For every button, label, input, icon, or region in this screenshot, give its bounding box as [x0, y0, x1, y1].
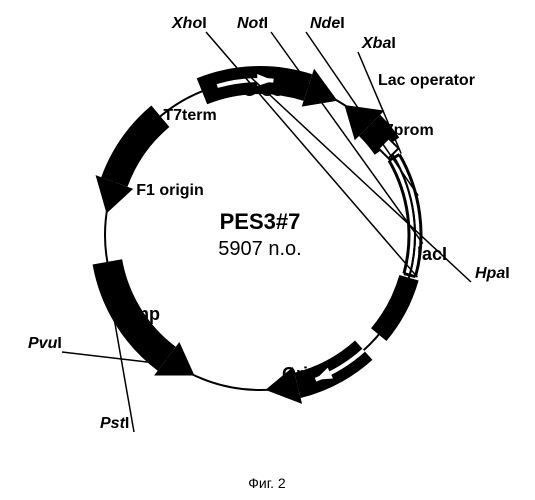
- label-laci: lacI: [417, 244, 447, 264]
- site-hpai: HpaI: [475, 265, 510, 282]
- label-t7term: T7term: [163, 107, 216, 124]
- label-t7prom: T7prom: [375, 122, 434, 139]
- site-noti: NotI: [237, 15, 268, 32]
- plasmid-name: PES3#7: [220, 209, 301, 234]
- label-gcsf: G-CSF: [243, 83, 293, 100]
- label-ori: Ori: [282, 364, 308, 384]
- site-psti: PstI: [100, 415, 129, 432]
- leader-ndei: [306, 32, 418, 196]
- site-pvui: PvuI: [28, 335, 62, 352]
- plasmid-size: 5907 n.o.: [218, 238, 301, 260]
- label-f1: F1 origin: [136, 182, 204, 199]
- feature-ori: [101, 106, 169, 187]
- site-ndei: NdeI: [310, 15, 345, 32]
- figure-caption: Фиг. 2: [248, 475, 286, 491]
- site-xbai: XbaI: [361, 35, 396, 52]
- site-xhoi: XhoI: [171, 15, 207, 32]
- feature-t7term: [371, 275, 419, 341]
- label-amp: Amp: [120, 304, 160, 324]
- label-lacop: Lac operator: [378, 72, 475, 89]
